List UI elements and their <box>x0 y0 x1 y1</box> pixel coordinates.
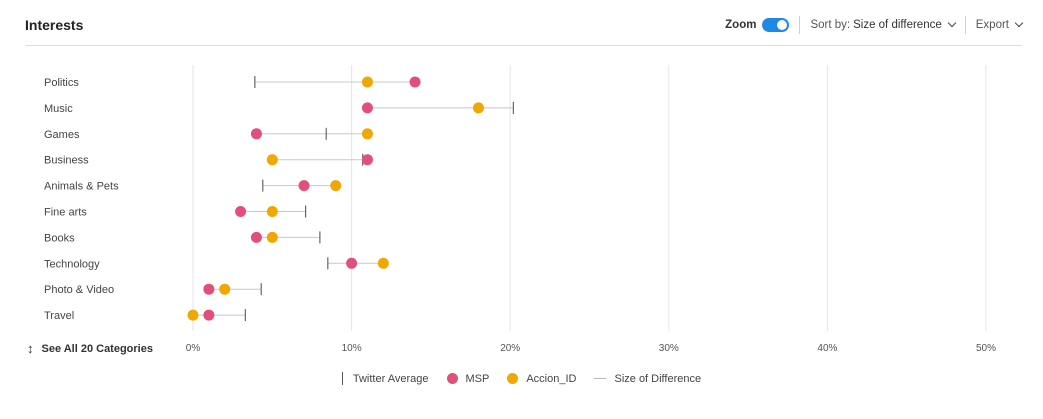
chevron-down-icon <box>947 18 956 28</box>
legend-item-size-of-difference: Size of Difference <box>594 373 701 385</box>
export-label: Export <box>975 19 1009 31</box>
legend-item-msp: MSP <box>446 372 490 385</box>
msp-point <box>235 206 247 217</box>
x-tick-label: 30% <box>659 343 679 354</box>
msp-point <box>250 128 262 140</box>
x-tick-label: 10% <box>342 343 362 354</box>
accion-point <box>361 76 373 88</box>
category-label: Politics <box>44 77 79 89</box>
toolbar-divider <box>799 16 801 34</box>
accion-point <box>377 257 389 269</box>
msp-point <box>346 257 358 269</box>
expand-vertical-icon: ↕ <box>27 341 34 356</box>
category-label: Technology <box>44 258 100 270</box>
x-tick-label: 0% <box>186 343 201 354</box>
zoom-toggle[interactable] <box>762 18 790 32</box>
toggle-knob <box>777 20 788 30</box>
dumbbell-chart: 0% 10% 20% 30% 40% 50% Politics Music Games Busin… <box>44 65 996 354</box>
see-all-categories-button[interactable]: ↕ See All 20 Categories <box>27 341 153 356</box>
category-label: Books <box>44 232 75 244</box>
sort-label: Sort by: <box>810 19 851 31</box>
chart-header: Interests Zoom Sort by: Size of differen… <box>25 0 1024 46</box>
x-tick-label: 50% <box>976 343 996 354</box>
legend-item-accion: Accion_ID <box>507 373 576 385</box>
msp-point <box>409 76 421 88</box>
x-tick-label: 20% <box>500 343 520 354</box>
legend-label: MSP <box>465 372 490 385</box>
page-title: Interests <box>25 17 84 33</box>
see-all-label: See All 20 Categories <box>41 342 153 355</box>
category-label: Fine arts <box>44 207 87 219</box>
accion-point <box>219 283 231 295</box>
legend-item-twitter-average: Twitter Average <box>341 372 429 385</box>
legend-label: Accion_ID <box>526 372 577 385</box>
legend-line-marker <box>594 378 607 379</box>
zoom-label: Zoom <box>725 19 757 31</box>
accion-point <box>266 154 278 166</box>
category-label: Music <box>44 103 73 115</box>
legend-tick-marker <box>341 372 343 385</box>
legend-label: Twitter Average <box>352 372 429 385</box>
msp-point <box>361 154 373 166</box>
chart-legend: Twitter Average MSP Accion_ID Size of Di… <box>0 372 1043 385</box>
category-label: Games <box>44 129 80 141</box>
msp-point <box>361 102 373 114</box>
legend-dot-msp <box>446 373 458 384</box>
msp-point <box>250 231 262 243</box>
category-label: Animals & Pets <box>44 181 119 193</box>
msp-point <box>203 283 215 295</box>
x-tick-label: 40% <box>817 343 837 354</box>
chevron-down-icon <box>1014 18 1024 28</box>
sort-value: Size of difference <box>853 19 942 31</box>
msp-point <box>203 309 215 321</box>
category-label: Travel <box>44 310 74 322</box>
toolbar-divider <box>964 16 966 34</box>
accion-point <box>187 309 199 321</box>
category-label: Business <box>44 155 89 167</box>
accion-point <box>330 180 342 192</box>
msp-point <box>298 180 310 192</box>
accion-point <box>361 128 373 140</box>
accion-point <box>472 102 484 114</box>
sort-dropdown[interactable]: Sort by: Size of difference <box>810 18 956 31</box>
legend-label: Size of Difference <box>614 372 702 385</box>
accion-point <box>266 231 278 243</box>
legend-dot-accion <box>507 373 519 384</box>
chart-toolbar: Zoom Sort by: Size of difference Export <box>725 16 1024 34</box>
category-label: Photo & Video <box>44 284 114 296</box>
accion-point <box>266 206 278 217</box>
export-dropdown[interactable]: Export <box>975 18 1024 31</box>
